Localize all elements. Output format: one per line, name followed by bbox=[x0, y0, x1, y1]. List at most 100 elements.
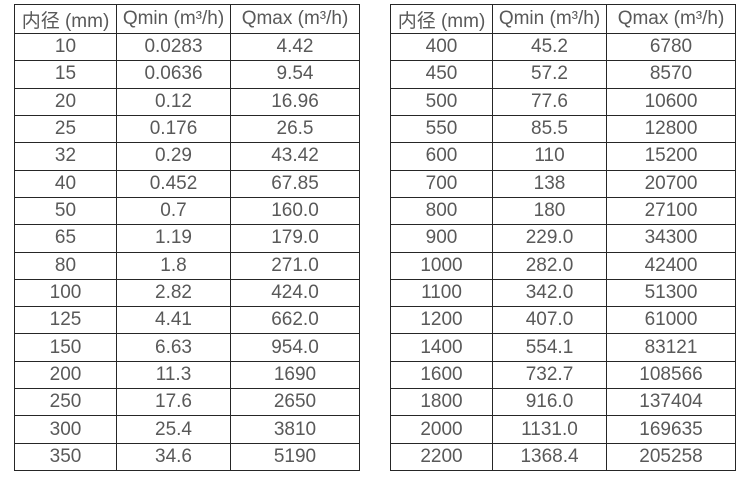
table-cell: 0.12 bbox=[116, 87, 231, 116]
table-row: 300 25.4 3810 bbox=[14, 415, 360, 444]
table-cell: 34.6 bbox=[116, 442, 231, 472]
table-cell: 50 bbox=[14, 196, 117, 226]
table-row: 100 2.82 424.0 bbox=[14, 278, 360, 308]
table-row: 550 85.5 12800 bbox=[390, 114, 736, 144]
table-row: 65 1.19 179.0 bbox=[14, 224, 360, 253]
table-cell: 6780 bbox=[606, 32, 736, 62]
table-cell: 2.82 bbox=[116, 278, 231, 308]
table-cell: 10 bbox=[14, 32, 117, 62]
table-cell: 1800 bbox=[390, 388, 493, 417]
column-header: Qmax (m³/h) bbox=[230, 4, 360, 34]
table-cell: 160.0 bbox=[230, 196, 360, 226]
table-cell: 800 bbox=[390, 196, 493, 226]
table-cell: 11.3 bbox=[116, 360, 231, 390]
table-cell: 43.42 bbox=[230, 142, 360, 171]
table-cell: 138 bbox=[492, 169, 607, 198]
table-cell: 4.42 bbox=[230, 32, 360, 62]
table-cell: 20700 bbox=[606, 169, 736, 198]
column-header: 内径 (mm) bbox=[14, 4, 117, 34]
table-cell: 80 bbox=[14, 251, 117, 280]
table-cell: 180 bbox=[492, 196, 607, 226]
table-cell: 65 bbox=[14, 224, 117, 253]
table-cell: 57.2 bbox=[492, 60, 607, 89]
table-cell: 2650 bbox=[230, 388, 360, 417]
table-cell: 110 bbox=[492, 142, 607, 171]
table-cell: 150 bbox=[14, 333, 117, 362]
table-row: 2200 1368.4 205258 bbox=[390, 442, 736, 472]
table-cell: 169635 bbox=[606, 415, 736, 444]
table-row: 125 4.41 662.0 bbox=[14, 306, 360, 335]
table-row: 900 229.0 34300 bbox=[390, 224, 736, 253]
table-row: 20 0.12 16.96 bbox=[14, 87, 360, 116]
table-cell: 16.96 bbox=[230, 87, 360, 116]
table-cell: 0.0283 bbox=[116, 32, 231, 62]
table-cell: 25 bbox=[14, 114, 117, 144]
flow-spec-table-left: 内径 (mm) Qmin (m³/h) Qmax (m³/h) 10 0.0283 4.4… bbox=[14, 4, 360, 472]
table-row: 800 180 27100 bbox=[390, 196, 736, 226]
table-cell: 0.29 bbox=[116, 142, 231, 171]
table-row: 1800 916.0 137404 bbox=[390, 388, 736, 417]
table-cell: 77.6 bbox=[492, 87, 607, 116]
table-cell: 400 bbox=[390, 32, 493, 62]
table-row: 250 17.6 2650 bbox=[14, 388, 360, 417]
table-cell: 27100 bbox=[606, 196, 736, 226]
table-cell: 2000 bbox=[390, 415, 493, 444]
column-header: Qmin (m³/h) bbox=[116, 4, 231, 34]
table-cell: 34300 bbox=[606, 224, 736, 253]
table-cell: 20 bbox=[14, 87, 117, 116]
table-cell: 205258 bbox=[606, 442, 736, 472]
table-cell: 100 bbox=[14, 278, 117, 308]
table-cell: 108566 bbox=[606, 360, 736, 390]
table-cell: 1400 bbox=[390, 333, 493, 362]
table-cell: 350 bbox=[14, 442, 117, 472]
table-cell: 1.19 bbox=[116, 224, 231, 253]
table-cell: 137404 bbox=[606, 388, 736, 417]
table-row: 50 0.7 160.0 bbox=[14, 196, 360, 226]
table-cell: 8570 bbox=[606, 60, 736, 89]
table-cell: 916.0 bbox=[492, 388, 607, 417]
table-cell: 1100 bbox=[390, 278, 493, 308]
table-cell: 229.0 bbox=[492, 224, 607, 253]
table-row: 25 0.176 26.5 bbox=[14, 114, 360, 144]
table-cell: 25.4 bbox=[116, 415, 231, 444]
table-cell: 61000 bbox=[606, 306, 736, 335]
table-cell: 85.5 bbox=[492, 114, 607, 144]
table-cell: 1368.4 bbox=[492, 442, 607, 472]
table-cell: 732.7 bbox=[492, 360, 607, 390]
table-row: 350 34.6 5190 bbox=[14, 442, 360, 472]
column-header: 内径 (mm) bbox=[390, 4, 493, 34]
table-cell: 10600 bbox=[606, 87, 736, 116]
table-cell: 4.41 bbox=[116, 306, 231, 335]
table-cell: 424.0 bbox=[230, 278, 360, 308]
table-cell: 0.176 bbox=[116, 114, 231, 144]
table-cell: 300 bbox=[14, 415, 117, 444]
column-header: Qmax (m³/h) bbox=[606, 4, 736, 34]
table-cell: 282.0 bbox=[492, 251, 607, 280]
table-row: 450 57.2 8570 bbox=[390, 60, 736, 89]
table-row: 1000 282.0 42400 bbox=[390, 251, 736, 280]
table-cell: 550 bbox=[390, 114, 493, 144]
table-cell: 954.0 bbox=[230, 333, 360, 362]
table-cell: 17.6 bbox=[116, 388, 231, 417]
table-cell: 51300 bbox=[606, 278, 736, 308]
table-cell: 0.7 bbox=[116, 196, 231, 226]
table-cell: 3810 bbox=[230, 415, 360, 444]
table-cell: 83121 bbox=[606, 333, 736, 362]
header-row: 内径 (mm) Qmin (m³/h) Qmax (m³/h) bbox=[390, 4, 736, 34]
table-cell: 40 bbox=[14, 169, 117, 198]
table-cell: 554.1 bbox=[492, 333, 607, 362]
table-cell: 15200 bbox=[606, 142, 736, 171]
table-cell: 26.5 bbox=[230, 114, 360, 144]
table-row: 1600 732.7 108566 bbox=[390, 360, 736, 390]
table-cell: 15 bbox=[14, 60, 117, 89]
table-row: 2000 1131.0 169635 bbox=[390, 415, 736, 444]
table-row: 700 138 20700 bbox=[390, 169, 736, 198]
table-row: 1100 342.0 51300 bbox=[390, 278, 736, 308]
table-cell: 271.0 bbox=[230, 251, 360, 280]
table-row: 10 0.0283 4.42 bbox=[14, 32, 360, 62]
table-cell: 0.452 bbox=[116, 169, 231, 198]
table-cell: 700 bbox=[390, 169, 493, 198]
table-cell: 600 bbox=[390, 142, 493, 171]
table-cell: 250 bbox=[14, 388, 117, 417]
